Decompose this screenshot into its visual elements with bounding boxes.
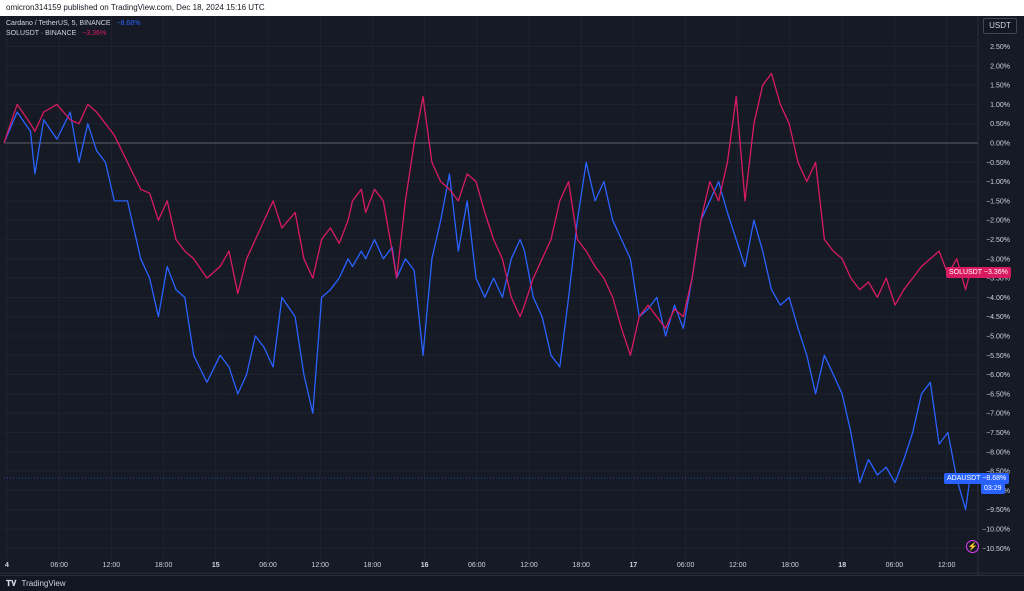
y-tick-label: −10.00% — [982, 527, 1010, 534]
y-tick-label: −5.50% — [986, 353, 1010, 360]
x-tick-label: 06:00 — [259, 562, 277, 569]
tradingview-logo-icon[interactable]: 𝐓𝐕 — [6, 579, 17, 588]
x-tick-label: 12:00 — [938, 562, 956, 569]
y-tick-label: −4.50% — [986, 314, 1010, 321]
x-tick-label: 4 — [5, 562, 9, 569]
sol-price-tag: SOLUSDT −3.36% — [946, 267, 1011, 278]
sol-tag-value: −3.36% — [983, 269, 1008, 276]
y-tick-label: 2.50% — [990, 44, 1010, 51]
x-tick-label: 12:00 — [311, 562, 329, 569]
y-tick-label: −0.50% — [986, 160, 1010, 167]
x-tick-label: 06:00 — [468, 562, 486, 569]
legend-change-sol: −3.36% — [82, 30, 107, 37]
y-tick-label: −6.50% — [986, 391, 1010, 398]
footer-bar: 𝐓𝐕 TradingView — [0, 575, 1024, 591]
publisher-header: omicron314159 published on TradingView.c… — [0, 0, 1024, 16]
y-tick-label: 0.50% — [990, 121, 1010, 128]
x-tick-label: 15 — [212, 562, 220, 569]
y-tick-label: −4.00% — [986, 295, 1010, 302]
price-chart[interactable]: 2.50% 2.00% 1.50% 1.00% 0.50% 0.00% −0.50% −1.0… — [0, 16, 1024, 575]
y-tick-label: −9.50% — [986, 507, 1010, 514]
ada-tag-countdown: 03:29 — [984, 485, 1002, 492]
chart-area[interactable]: 2.50% 2.00% 1.50% 1.00% 0.50% 0.00% −0.50% −1.0… — [0, 16, 1024, 575]
sol-tag-symbol: SOLUSDT — [949, 269, 982, 276]
legend-name-sol: SOLUSDT · BINANCE — [6, 30, 77, 37]
y-tick-label: −1.00% — [986, 179, 1010, 186]
x-tick-label: 18:00 — [572, 562, 590, 569]
y-tick-label: −8.50% — [986, 469, 1010, 476]
currency-button[interactable]: USDT — [983, 18, 1017, 34]
x-tick-label: 17 — [630, 562, 638, 569]
x-tick-label: 12:00 — [729, 562, 747, 569]
y-tick-label: −8.00% — [986, 449, 1010, 456]
ada-tag-value: −8.68% — [982, 475, 1007, 482]
lightning-icon[interactable]: ⚡ — [966, 540, 979, 553]
ada-countdown-tag: 03:29 — [981, 483, 1005, 494]
ada-price-tag: ADAUSDT −8.68% — [944, 473, 1010, 484]
y-tick-label: −6.00% — [986, 372, 1010, 379]
y-tick-label: −1.50% — [986, 198, 1010, 205]
series-line-solusdt — [3, 72, 971, 356]
x-tick-label: 18:00 — [781, 562, 799, 569]
y-tick-label: 2.00% — [990, 63, 1010, 70]
x-tick-label: 06:00 — [50, 562, 68, 569]
x-tick-label: 06:00 — [677, 562, 695, 569]
y-tick-label: −10.50% — [982, 546, 1010, 553]
series-line-adausdt — [3, 111, 971, 511]
legend-row-sol[interactable]: SOLUSDT · BINANCE −3.36% — [6, 29, 140, 39]
chart-legend: Cardano / TetherUS, 5, BINANCE −8.68% SO… — [6, 19, 140, 39]
legend-change-ada: −8.68% — [116, 20, 141, 27]
legend-name-ada: Cardano / TetherUS, 5, BINANCE — [6, 20, 111, 27]
y-tick-label: −7.50% — [986, 430, 1010, 437]
y-tick-label: −7.00% — [986, 411, 1010, 418]
x-tick-label: 06:00 — [886, 562, 904, 569]
publisher-text: omicron314159 published on TradingView.c… — [6, 3, 265, 12]
y-tick-label: 1.50% — [990, 83, 1010, 90]
y-tick-label: −2.00% — [986, 218, 1010, 225]
y-tick-label: −5.00% — [986, 334, 1010, 341]
y-tick-label: −3.50% — [986, 276, 1010, 283]
x-tick-label: 18:00 — [364, 562, 382, 569]
x-tick-label: 12:00 — [103, 562, 121, 569]
x-tick-label: 18:00 — [155, 562, 173, 569]
y-tick-label: 0.00% — [990, 141, 1010, 148]
y-tick-label: −2.50% — [986, 237, 1010, 244]
ada-tag-symbol: ADAUSDT — [947, 475, 981, 482]
x-tick-label: 18 — [838, 562, 846, 569]
footer-brand[interactable]: TradingView — [21, 579, 66, 588]
legend-row-ada[interactable]: Cardano / TetherUS, 5, BINANCE −8.68% — [6, 19, 140, 29]
y-tick-label: 1.00% — [990, 102, 1010, 109]
y-tick-label: −3.00% — [986, 256, 1010, 263]
x-tick-label: 16 — [421, 562, 429, 569]
x-tick-label: 12:00 — [520, 562, 538, 569]
